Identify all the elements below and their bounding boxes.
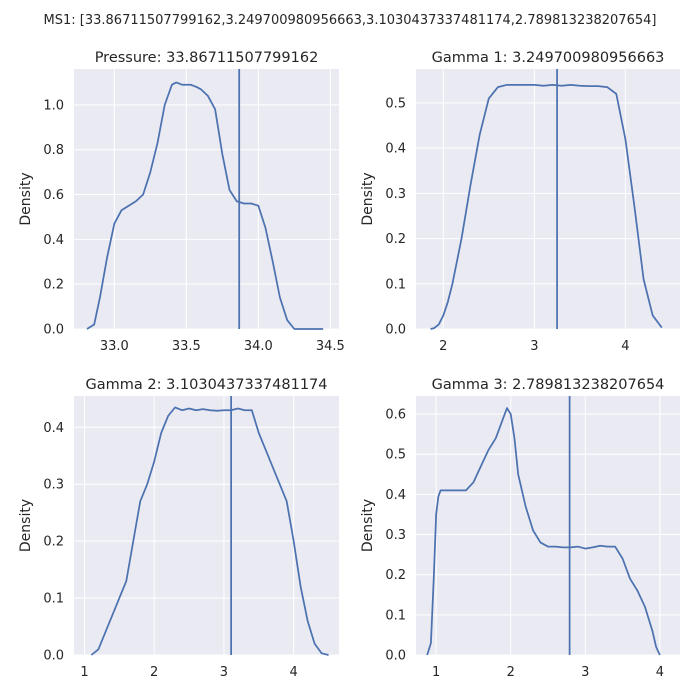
plot-area [416,396,680,655]
x-tick-label: 3 [581,665,589,680]
y-tick-label: 0.1 [385,608,406,623]
subplot-grid: 33.0 33.5 34.0 34.5 0.0 0.2 0.4 0.6 0.8 1.0 Densit… [18,50,680,680]
subplot-gamma-3: 1 2 3 4 0.0 0.1 0.2 0.3 0.4 0.5 0.6 Density Gamma 3:… [360,377,680,680]
y-tick-label: 0.4 [385,488,406,503]
y-tick-label: 0.4 [43,421,64,436]
y-tick-label: 0.4 [43,233,64,248]
x-tick-label: 2 [150,665,158,680]
density-curve [430,83,663,330]
subplot-gamma-2: 1 2 3 4 0.0 0.1 0.2 0.3 0.4 Density Gamma 2: 3.103… [18,377,339,680]
y-tick-label: 0.1 [43,592,64,607]
y-axis-label: Density [360,499,376,552]
density-curve [90,406,329,656]
y-tick-label: 0.2 [385,568,406,583]
y-tick-label: 0.2 [43,535,64,550]
x-tick-label: 2 [507,665,515,680]
plot-area [74,69,339,329]
y-tick-label: 0.4 [385,142,406,157]
x-tick-label: 4 [290,665,298,680]
y-tick-label: 0.5 [385,96,406,111]
x-tick-label: 33.0 [100,339,129,354]
density-curve [86,81,324,330]
y-tick-label: 0.3 [385,528,406,543]
y-tick-label: 0.0 [43,649,64,664]
y-tick-label: 0.0 [385,649,406,664]
x-tick-label: 3 [220,665,228,680]
subplot-title: Gamma 3: 2.789813238207654 [432,377,665,393]
y-tick-label: 1.0 [43,98,64,113]
subplot-title: Gamma 2: 3.1030437337481174 [85,377,327,393]
y-tick-label: 0.3 [43,478,64,493]
subplot-gamma-1: 2 3 4 0.0 0.1 0.2 0.3 0.4 0.5 Density Gamma 1: 3.2… [360,50,680,354]
y-axis-label: Density [360,172,376,225]
x-tick-label: 4 [656,665,664,680]
x-tick-label: 2 [439,339,447,354]
x-tick-label: 33.5 [172,339,201,354]
y-tick-label: 0.2 [43,278,64,293]
y-tick-label: 0.6 [43,188,64,203]
y-tick-label: 0.3 [385,187,406,202]
y-tick-label: 0.0 [385,323,406,338]
x-tick-label: 4 [621,339,629,354]
y-tick-label: 0.1 [385,277,406,292]
figure-suptitle: MS1: [33.86711507799162,3.24970098095666… [44,13,657,28]
plot-area [416,69,680,329]
y-tick-label: 0.2 [385,232,406,247]
x-tick-label: 34.0 [244,339,273,354]
y-tick-label: 0.0 [43,323,64,338]
x-tick-label: 1 [80,665,88,680]
y-axis-label: Density [18,172,34,225]
y-tick-label: 0.6 [385,408,406,423]
y-tick-label: 0.5 [385,448,406,463]
subplot-title: Gamma 1: 3.249700980956663 [432,50,665,66]
y-axis-label: Density [18,499,34,552]
x-tick-label: 34.5 [316,339,345,354]
y-tick-label: 0.8 [43,143,64,158]
subplot-pressure: 33.0 33.5 34.0 34.5 0.0 0.2 0.4 0.6 0.8 1.0 Densit… [18,50,345,354]
x-tick-label: 1 [432,665,440,680]
subplot-title: Pressure: 33.86711507799162 [95,50,319,66]
x-tick-label: 3 [530,339,538,354]
density-curve [426,407,661,656]
plot-area [74,396,339,655]
